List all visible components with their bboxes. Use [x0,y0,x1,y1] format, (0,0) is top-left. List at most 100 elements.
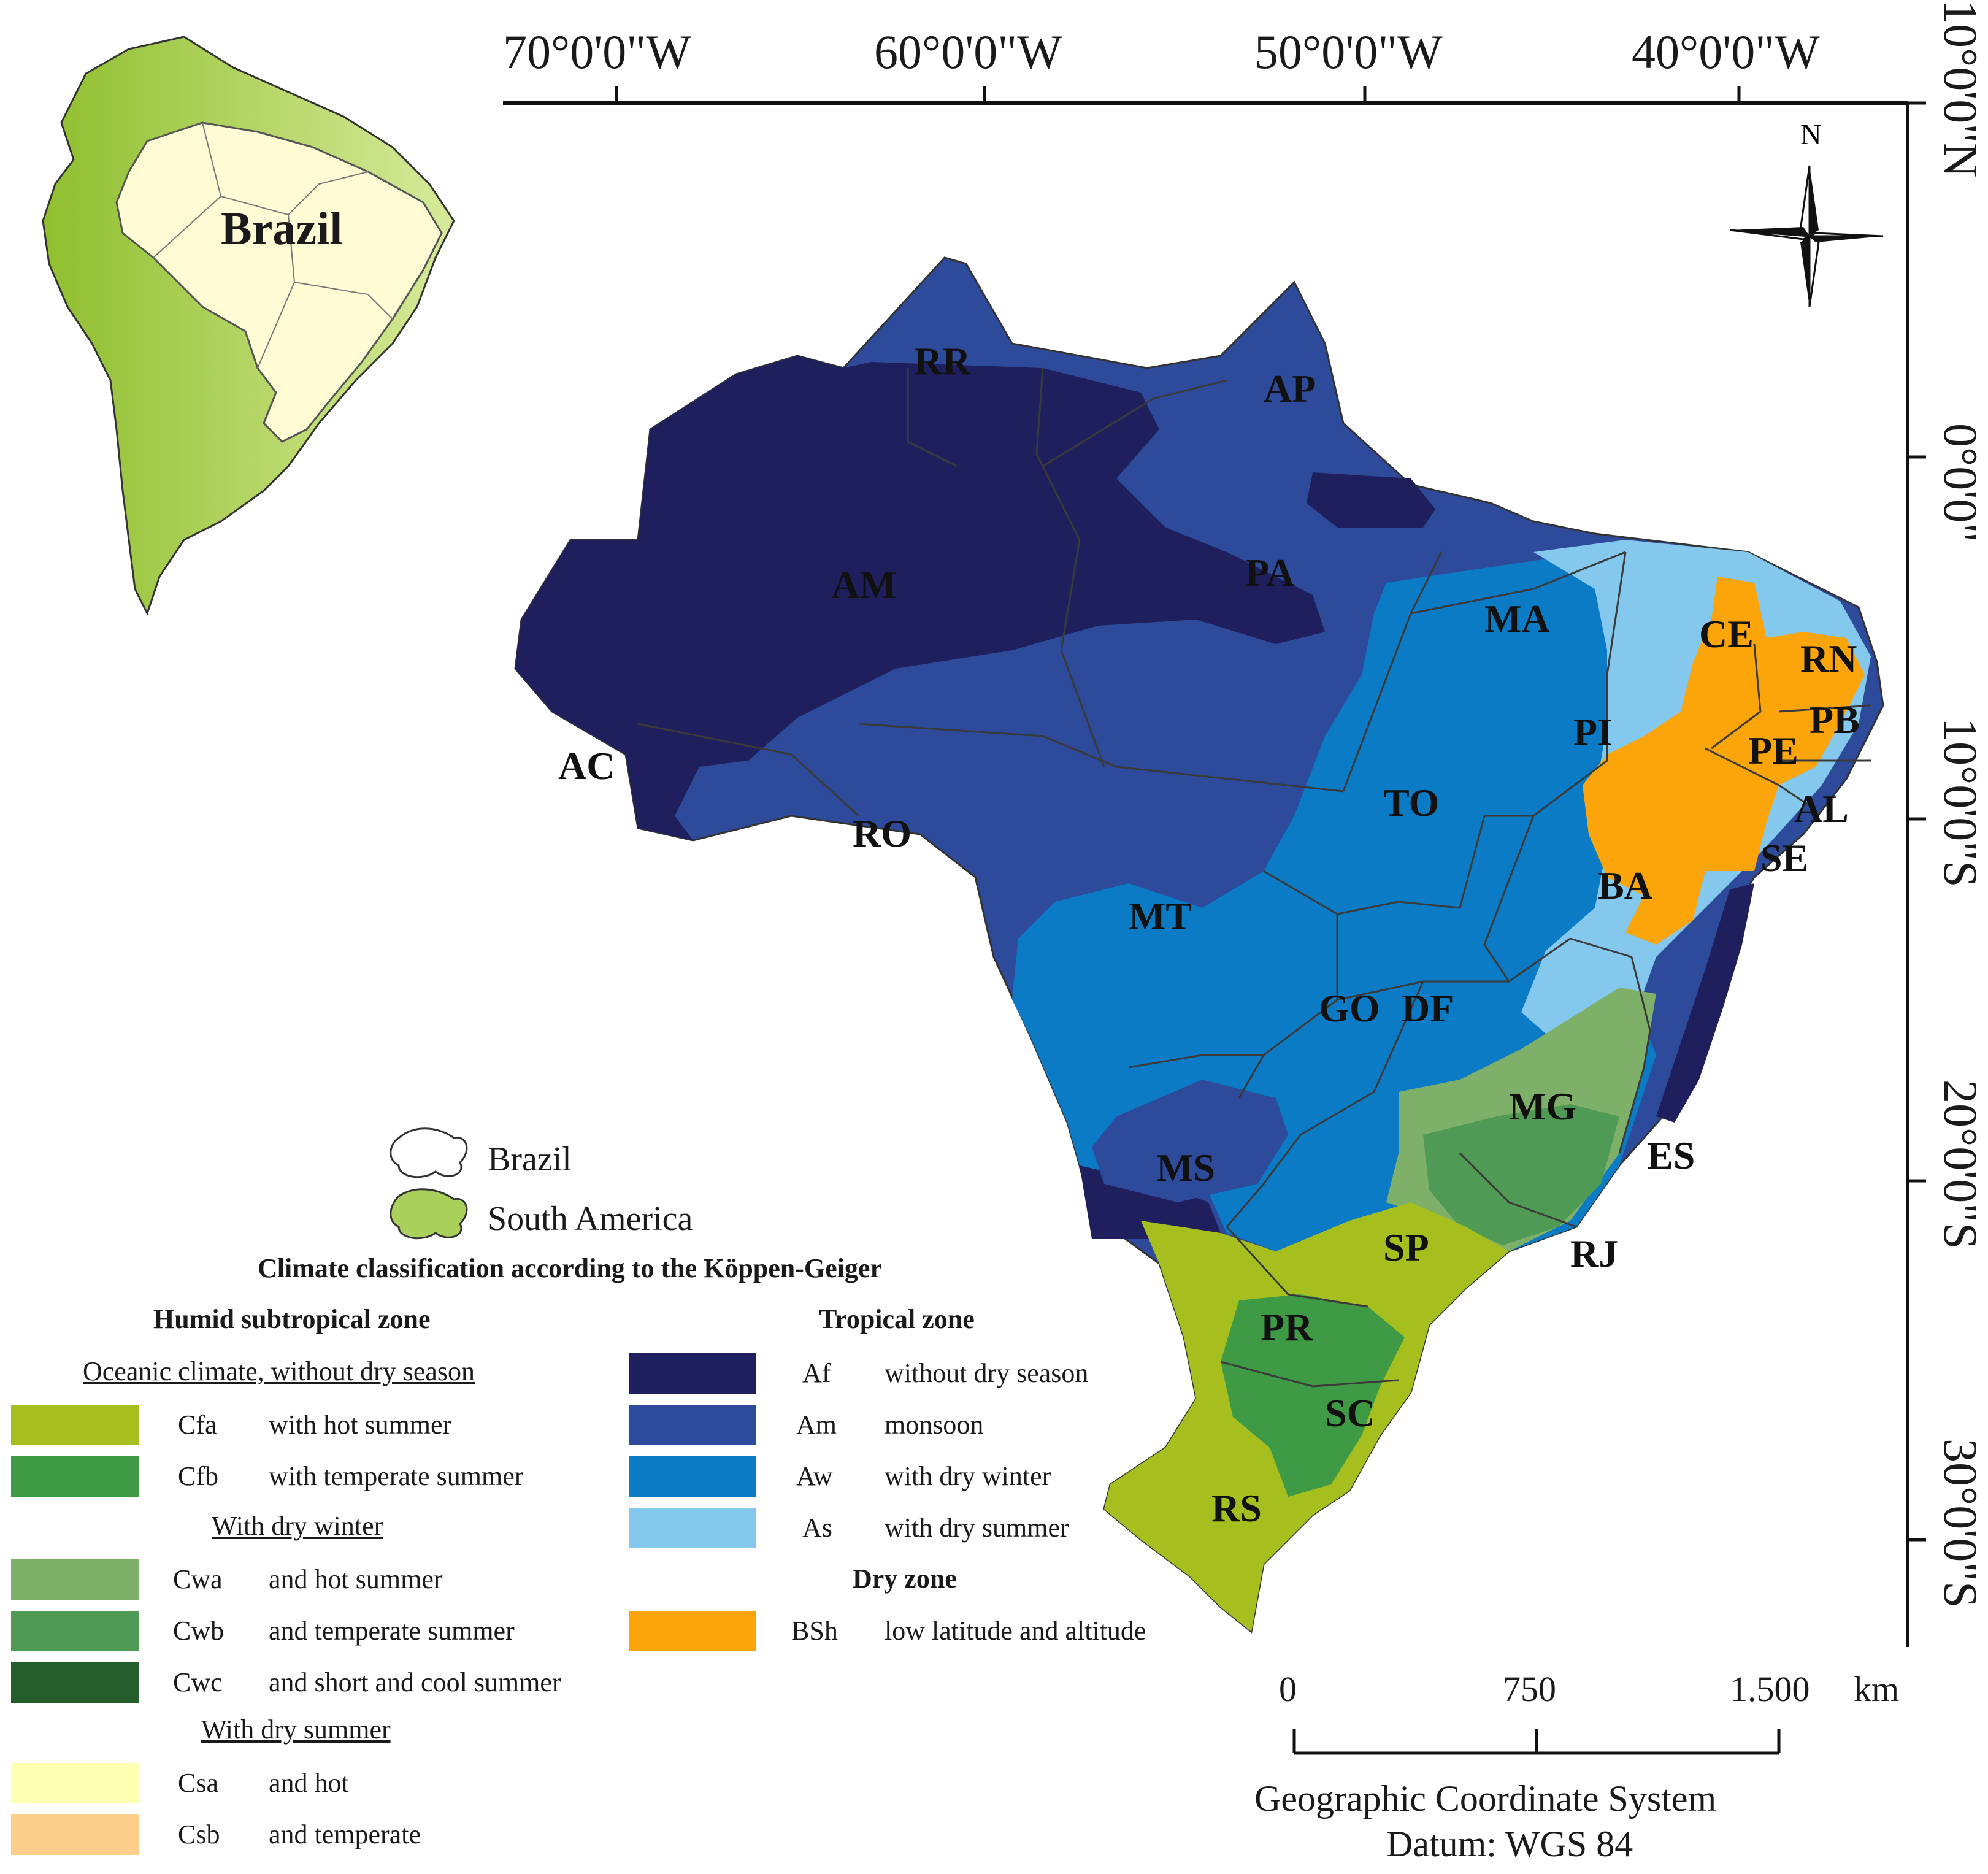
swatch-cwa [11,1559,139,1600]
swatch-csa [11,1763,139,1803]
swatch-am [629,1405,756,1445]
state-label: RS [1211,1486,1262,1530]
swatch-cwc [11,1662,139,1703]
code-csb: Csb [178,1819,220,1849]
state-label: RJ [1570,1232,1618,1275]
scale-tick-750: 750 [1503,1669,1556,1709]
scale-tick-1500: 1.500 [1730,1669,1810,1709]
lat-label: 20°0'0"S [1934,1080,1987,1250]
code-as: As [802,1513,832,1543]
swatch-cfa [11,1405,139,1445]
desc-am: monsoon [885,1410,984,1440]
scale-bar [1292,1729,1781,1755]
lon-label: 60°0'0"W [874,25,1062,79]
lat-label: 10°0'0"S [1934,718,1987,888]
brazil-climate-map: RR AP AM PA MA CE RN PB PE PI AL SE AC R… [514,256,1884,1634]
code-aw: Aw [796,1461,833,1491]
state-label: SP [1383,1226,1429,1269]
state-label: RN [1800,637,1857,680]
state-label: RR [914,339,971,383]
state-label: BA [1598,864,1652,907]
state-label: CE [1699,612,1754,656]
state-label: MA [1484,597,1550,640]
legend-title: Climate classification according to the … [258,1253,882,1283]
inset-south-america [42,36,455,616]
lat-label: 30°0'0"S [1934,1438,1987,1608]
lat-label: 10°0'0"N [1934,0,1987,178]
code-csa: Csa [178,1768,218,1798]
legend-brazil-label: Brazil [488,1140,572,1178]
north-label: N [1800,118,1822,151]
swatch-aw [629,1456,756,1497]
dry-summer-heading: With dry summer [201,1715,391,1745]
desc-aw: with dry winter [885,1461,1051,1491]
desc-cwb: and temperate summer [269,1616,515,1646]
swatch-af [629,1353,756,1394]
lon-label: 70°0'0"W [503,25,691,79]
scale-unit: km [1854,1669,1900,1709]
dry-winter-heading: With dry winter [212,1511,383,1541]
state-label: PA [1245,551,1295,594]
state-label: ES [1647,1134,1695,1177]
swatch-cfb [11,1456,139,1497]
desc-cwa: and hot summer [269,1564,443,1594]
desc-csa: and hot [269,1768,349,1798]
state-label: TO [1383,781,1439,824]
code-cfa: Cfa [178,1410,217,1440]
code-cfb: Cfb [178,1461,218,1491]
code-cwa: Cwa [173,1564,223,1594]
state-label: AL [1794,787,1849,831]
state-label: PR [1261,1305,1313,1349]
desc-as: with dry summer [885,1513,1069,1543]
longitude-ticks [615,86,1741,103]
code-bsh: BSh [791,1616,838,1646]
legend-south-america-label: South America [488,1200,693,1238]
swatch-csb [11,1814,139,1855]
state-label: PE [1748,729,1798,772]
code-cwb: Cwb [173,1616,225,1646]
dry-heading: Dry zone [853,1564,957,1594]
swatch-bsh [629,1611,756,1651]
state-label: AM [831,563,897,607]
legend-south-america-icon [390,1188,468,1240]
state-label: PI [1573,710,1613,754]
state-label: AP [1264,367,1316,410]
datum-label: Datum: WGS 84 [1386,1824,1633,1864]
lon-label: 40°0'0"W [1632,25,1820,79]
state-label: SC [1325,1391,1375,1435]
inset-brazil-shape [115,121,443,443]
legend-brazil-icon [390,1127,468,1178]
desc-csb: and temperate [269,1819,421,1849]
state-label: SE [1760,836,1808,880]
state-labels: RR AP AM PA MA CE RN PB PE PI AL SE AC R… [558,339,1860,1530]
desc-cfa: with hot summer [269,1410,452,1440]
state-label: AC [558,744,615,788]
state-label: PB [1810,698,1860,742]
code-af: Af [802,1358,831,1388]
state-label: MG [1509,1085,1576,1128]
state-boundaries [637,367,1871,1388]
state-label: MS [1156,1146,1215,1189]
humid-subtropical-heading: Humid subtropical zone [153,1304,431,1334]
swatch-as [629,1508,756,1548]
tropical-heading: Tropical zone [819,1304,975,1334]
state-label: GO [1319,986,1380,1030]
state-label: RO [853,812,911,855]
lat-label: 0°0'0" [1934,423,1987,543]
desc-bsh: low latitude and altitude [885,1616,1146,1646]
inset-title: Brazil [221,203,343,255]
coordinate-system-label: Geographic Coordinate System [1254,1778,1717,1819]
desc-cfb: with temperate summer [269,1461,524,1491]
scale-tick-0: 0 [1279,1669,1297,1709]
swatch-cwb [11,1611,139,1651]
oceanic-heading: Oceanic climate, without dry season [83,1356,475,1386]
desc-af: without dry season [885,1358,1089,1388]
lon-label: 50°0'0"W [1254,25,1443,79]
desc-cwc: and short and cool summer [269,1667,561,1697]
north-arrow: N [1729,118,1884,307]
latitude-ticks [1908,101,1926,1542]
state-label: MT [1129,894,1192,938]
code-am: Am [796,1410,837,1440]
state-label: DF [1402,986,1454,1030]
